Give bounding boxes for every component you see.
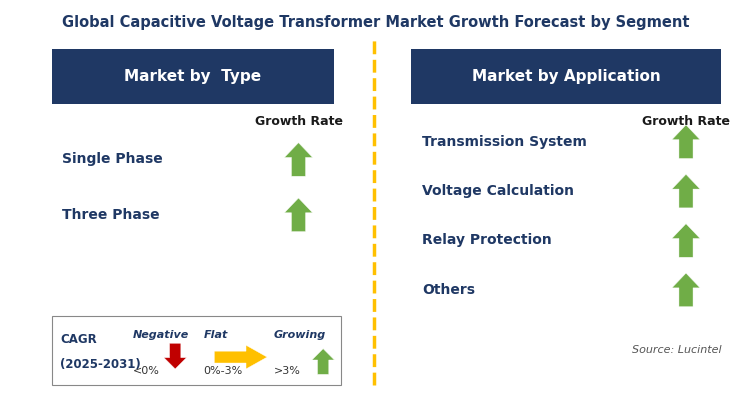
Text: (2025-2031): (2025-2031) — [60, 357, 141, 371]
Text: Market by Application: Market by Application — [472, 69, 660, 84]
Text: Single Phase: Single Phase — [62, 152, 163, 166]
FancyBboxPatch shape — [52, 49, 334, 104]
Text: Flat: Flat — [203, 330, 228, 340]
Text: Transmission System: Transmission System — [422, 135, 587, 149]
Polygon shape — [672, 174, 700, 208]
Polygon shape — [214, 345, 267, 369]
Text: Growth Rate: Growth Rate — [254, 115, 342, 129]
Text: Source: Lucintel: Source: Lucintel — [632, 345, 721, 355]
Text: Market by  Type: Market by Type — [124, 69, 262, 84]
Text: <0%: <0% — [133, 366, 160, 376]
Text: Three Phase: Three Phase — [62, 208, 160, 222]
Polygon shape — [672, 125, 700, 158]
Text: 0%-3%: 0%-3% — [203, 366, 243, 376]
Polygon shape — [284, 142, 313, 176]
Polygon shape — [284, 198, 313, 232]
Polygon shape — [672, 224, 700, 257]
Polygon shape — [672, 273, 700, 307]
Text: >3%: >3% — [274, 366, 301, 376]
Text: Negative: Negative — [133, 330, 190, 340]
Text: Growth Rate: Growth Rate — [642, 115, 730, 129]
FancyBboxPatch shape — [52, 316, 341, 385]
FancyBboxPatch shape — [411, 49, 721, 104]
Text: Global Capacitive Voltage Transformer Market Growth Forecast by Segment: Global Capacitive Voltage Transformer Ma… — [62, 15, 690, 30]
Polygon shape — [164, 343, 186, 369]
Text: Growing: Growing — [274, 330, 326, 340]
Text: Voltage Calculation: Voltage Calculation — [422, 184, 574, 198]
Text: Relay Protection: Relay Protection — [422, 234, 551, 248]
Text: CAGR: CAGR — [60, 333, 97, 346]
Text: Others: Others — [422, 283, 475, 297]
Polygon shape — [312, 349, 335, 375]
